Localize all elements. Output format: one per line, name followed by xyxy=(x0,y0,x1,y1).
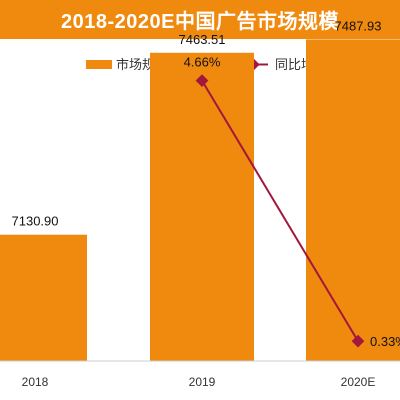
bar-value-label-2018: 7130.90 xyxy=(12,214,59,229)
x-tick-2019: 2019 xyxy=(189,375,216,389)
x-tick-2020E: 2020E xyxy=(341,375,376,389)
growth-marker-2020E xyxy=(351,334,365,348)
bars-layer xyxy=(0,39,400,362)
bar-2020E xyxy=(306,39,400,361)
x-tick-2018: 2018 xyxy=(22,375,49,389)
line-layer xyxy=(195,74,365,348)
labels-layer: 7130.90 7463.51 7487.93 4.66% 0.33% xyxy=(12,18,400,349)
growth-marker-2019 xyxy=(195,74,209,87)
chart-title: 2018-2020E中国广告市场规模 xyxy=(61,11,339,33)
x-ticks: 2018 2019 2020E xyxy=(22,375,376,389)
legend-bar-swatch xyxy=(86,60,112,69)
growth-value-label-2019: 4.66% xyxy=(184,55,221,70)
title-bar: 2018-2020E中国广告市场规模 xyxy=(0,0,400,39)
growth-line xyxy=(201,80,359,342)
bar-2019 xyxy=(150,52,254,362)
growth-value-label-2020E: 0.33% xyxy=(370,334,400,349)
bar-value-label-2019: 7463.51 xyxy=(179,32,226,47)
bar-value-label-2020E: 7487.93 xyxy=(335,18,382,33)
bar-2018 xyxy=(0,234,87,361)
